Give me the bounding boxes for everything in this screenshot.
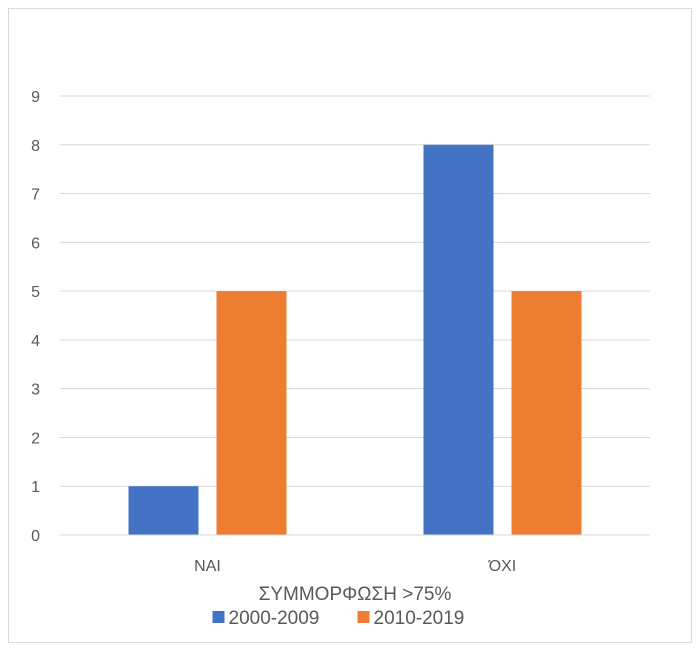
y-tick-label: 9 (31, 89, 40, 106)
legend-swatch (357, 611, 370, 623)
bar-series2-cat2 (511, 291, 582, 535)
y-tick-label: 0 (31, 528, 40, 545)
legend-label: 2010-2019 (374, 608, 465, 629)
bar-series2-cat1 (216, 291, 287, 535)
y-tick-label: 3 (31, 382, 40, 399)
bars (128, 144, 582, 535)
y-tick-label: 4 (31, 333, 40, 350)
legend-swatch (212, 611, 225, 623)
y-tick-label: 8 (31, 138, 40, 155)
y-tick-label: 7 (31, 187, 40, 204)
y-tick-label: 1 (31, 479, 40, 496)
x-category-label: ΝΑΙ (194, 558, 221, 575)
x-axis-title: ΣΥΜΜΟΡΦΩΣΗ >75% (259, 584, 452, 605)
y-tick-label: 6 (31, 235, 40, 252)
legend-label: 2000-2009 (229, 608, 320, 629)
y-tick-label: 5 (31, 284, 40, 301)
y-tick-label: 2 (31, 430, 40, 447)
legend: 2000-2009 2010-2019 (212, 608, 465, 629)
y-axis-tick-labels: 0 1 2 3 4 5 6 7 8 9 (31, 89, 40, 545)
x-category-label: ΌΧΙ (488, 558, 517, 575)
bar-series1-cat2 (423, 144, 494, 535)
x-axis-category-labels: ΝΑΙ ΌΧΙ (194, 558, 516, 575)
bar-series1-cat1 (128, 486, 199, 535)
